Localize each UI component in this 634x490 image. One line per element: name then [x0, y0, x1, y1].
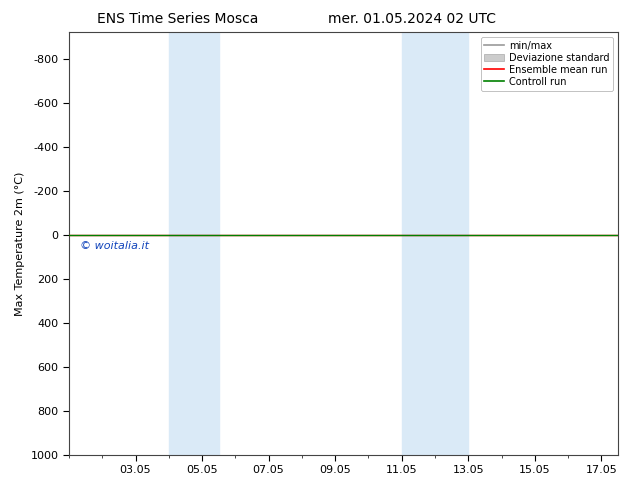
Y-axis label: Max Temperature 2m (°C): Max Temperature 2m (°C) — [15, 171, 25, 316]
Text: © woitalia.it: © woitalia.it — [80, 241, 149, 251]
Text: mer. 01.05.2024 02 UTC: mer. 01.05.2024 02 UTC — [328, 12, 496, 26]
Text: ENS Time Series Mosca: ENS Time Series Mosca — [97, 12, 258, 26]
Legend: min/max, Deviazione standard, Ensemble mean run, Controll run: min/max, Deviazione standard, Ensemble m… — [481, 37, 613, 91]
Bar — [169, 32, 219, 455]
Bar — [402, 32, 469, 455]
